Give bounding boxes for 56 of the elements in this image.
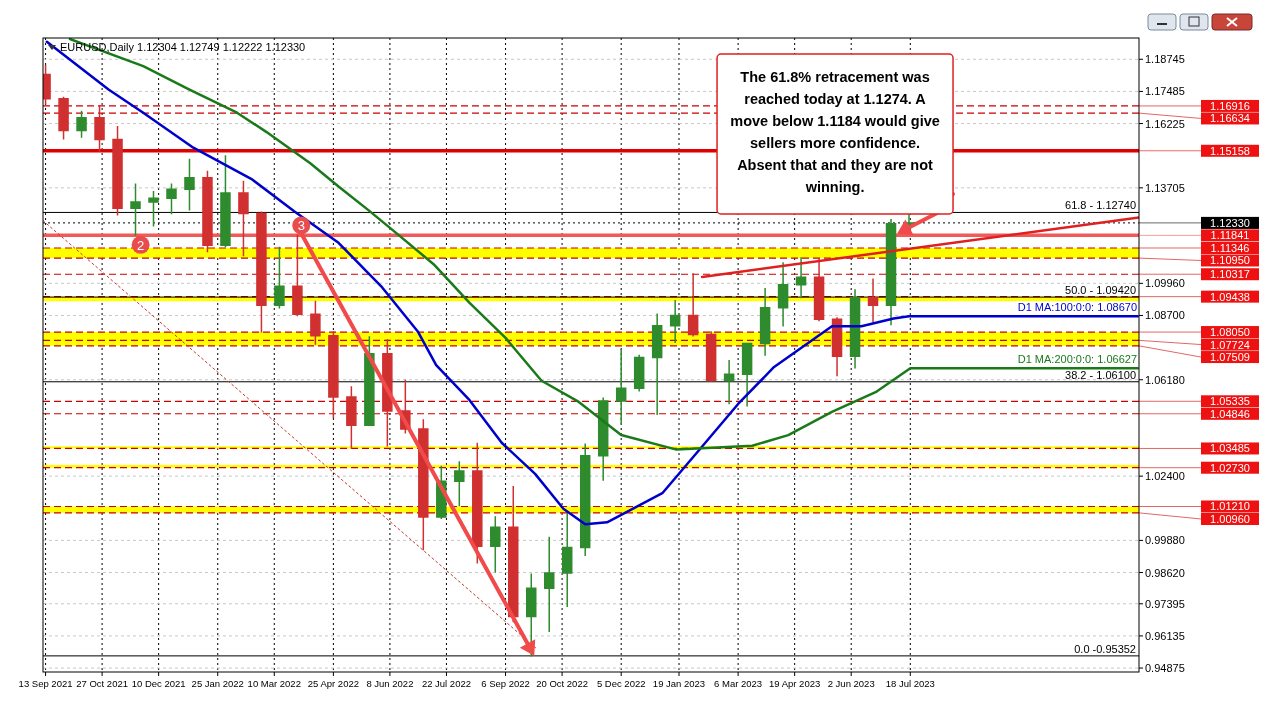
y-tick-label: 1.17485 (1145, 85, 1185, 98)
ref-line-label: 1.12330 (1210, 216, 1250, 229)
ref-line-label: 1.07509 (1210, 351, 1250, 364)
annotation: The 61.8% retracement was reached today at 1.1274. A move below 1.1184 would give sellers more confidence. Absent that and they are not winning. (730, 69, 940, 195)
ref-line-label: 1.09438 (1210, 290, 1250, 303)
x-tick-label: 5 Dec 2022 (596, 678, 646, 689)
y-tick-label: 1.16225 (1145, 117, 1185, 130)
annotation: 0.0 -0.95352 (1074, 642, 1136, 655)
x-tick-label: 18 Jul 2023 (885, 678, 935, 689)
x-tick-label: 27 Oct 2021 (76, 678, 128, 689)
y-tick-label: 0.96135 (1145, 629, 1185, 642)
y-tick-label: 1.08700 (1145, 309, 1185, 322)
y-tick-label: 0.94875 (1145, 662, 1185, 675)
x-tick-label: 13 Sep 2021 (18, 678, 73, 689)
ref-line-label: 1.10950 (1210, 254, 1250, 267)
annotation: 61.8 - 1.12740 (1065, 199, 1136, 212)
annotation: 2 (137, 237, 145, 253)
y-tick-label: 1.06180 (1145, 373, 1185, 386)
ref-line-label: 1.05335 (1210, 395, 1250, 408)
x-tick-label: 10 Mar 2022 (247, 678, 301, 689)
y-tick-label: 1.13705 (1145, 181, 1185, 194)
annotation: 50.0 - 1.09420 (1065, 284, 1136, 297)
x-tick-label: 25 Jan 2022 (191, 678, 244, 689)
x-tick-label: 10 Dec 2021 (131, 678, 186, 689)
ref-line-label: 1.10317 (1210, 268, 1250, 281)
annotation: 38.2 - 1.06100 (1065, 368, 1136, 381)
x-tick-label: 6 Mar 2023 (714, 678, 763, 689)
ref-line-label: 1.16634 (1210, 112, 1250, 125)
ref-line-label: 1.03485 (1210, 442, 1250, 455)
ref-line-label: 1.00960 (1210, 512, 1250, 525)
ref-line-label: 1.08050 (1210, 326, 1250, 339)
ref-line-label: 1.07724 (1210, 338, 1250, 351)
ref-line-label: 1.02730 (1210, 461, 1250, 474)
x-tick-label: 2 Jun 2023 (827, 678, 875, 689)
ref-line-label: 1.04846 (1210, 407, 1250, 420)
y-tick-label: 0.97395 (1145, 597, 1185, 610)
x-tick-label: 19 Jan 2023 (652, 678, 706, 689)
x-tick-label: 25 Apr 2022 (307, 678, 360, 689)
x-tick-label: 8 Jun 2022 (366, 678, 414, 689)
x-tick-label: 20 Oct 2022 (536, 678, 588, 689)
x-tick-label: 6 Sep 2022 (481, 678, 530, 689)
ref-line-label: 1.01210 (1210, 500, 1250, 513)
y-tick-label: 1.18745 (1145, 53, 1185, 66)
y-tick-label: 1.02400 (1145, 470, 1185, 483)
y-tick-label: 0.98620 (1145, 566, 1185, 579)
ref-line-label: 1.16916 (1210, 99, 1250, 112)
y-tick-label: 1.09960 (1145, 277, 1185, 290)
ref-line-label: 1.11346 (1210, 241, 1250, 254)
x-tick-label: 22 Jul 2022 (421, 678, 472, 689)
y-tick-label: 0.99880 (1145, 534, 1185, 547)
series-label: D1 MA:200:0:0: 1.06627 (1017, 353, 1137, 366)
ref-line-label: 1.15158 (1210, 144, 1250, 157)
series-label: D1 MA:100:0:0: 1.08670 (1017, 301, 1137, 314)
x-tick-label: 19 Apr 2023 (769, 678, 821, 689)
ref-line-label: 1.11841 (1210, 229, 1250, 242)
annotation: 3 (297, 218, 305, 234)
